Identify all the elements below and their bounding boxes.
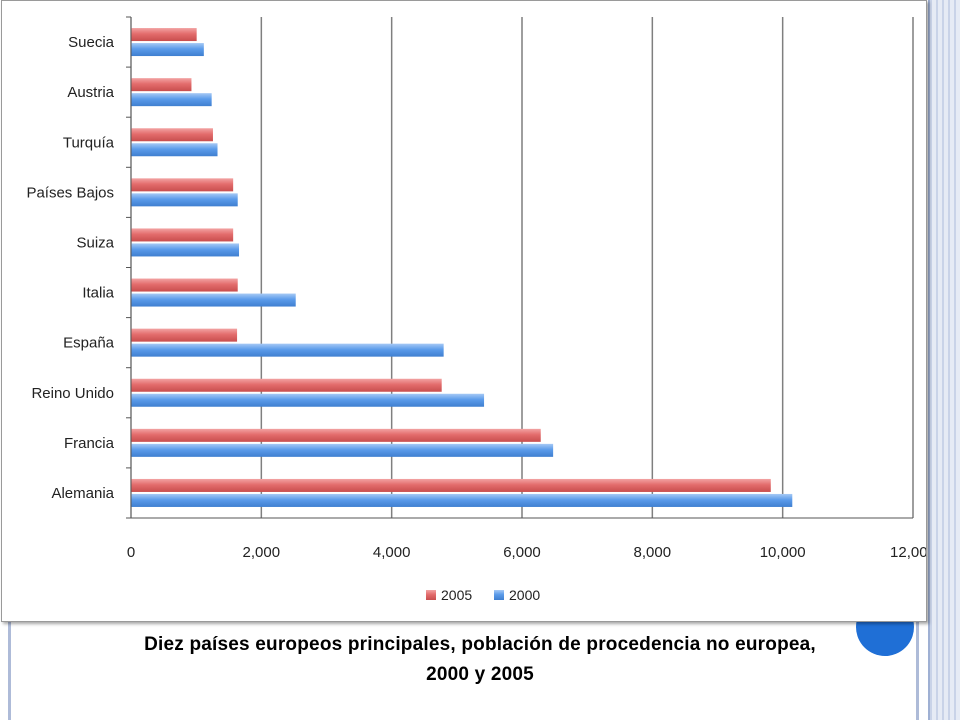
legend: 2005 2000	[426, 587, 540, 603]
legend-swatch-2005	[426, 590, 436, 600]
bar-2000	[131, 143, 218, 157]
slide-decoration-bar	[928, 0, 960, 720]
axes	[126, 16, 913, 519]
bar-2000	[131, 343, 444, 357]
caption-line-2: 2000 y 2005	[426, 664, 534, 685]
chart-caption: Diez países europeos principales, poblac…	[40, 630, 920, 690]
category-label: Turquía	[63, 134, 115, 151]
bar-2000	[131, 43, 204, 57]
grid-lines	[260, 17, 914, 518]
bar-2005	[131, 28, 197, 42]
bar-2005	[131, 228, 234, 242]
x-tick-label: 6,000	[503, 544, 541, 561]
bar-2000	[131, 493, 793, 507]
x-tick-label: 2,000	[243, 544, 281, 561]
x-tick-label: 12,000	[890, 544, 926, 561]
caption-line-1: Diez países europeos principales, poblac…	[144, 634, 816, 655]
bar-2000	[131, 443, 554, 457]
x-tick-label: 8,000	[634, 544, 672, 561]
bar-2005	[131, 428, 541, 442]
category-label: Suiza	[76, 234, 114, 251]
legend-swatch-2000	[494, 590, 504, 600]
bar-2000	[131, 193, 238, 207]
bar-2005	[131, 328, 238, 342]
category-label: Austria	[67, 84, 114, 101]
category-label: Alemania	[51, 485, 114, 502]
tick-labels: 0 2,000 4,000 6,000 8,000 10,000 12,000	[127, 544, 926, 561]
bar-2000	[131, 243, 240, 257]
slide-decoration-line-left	[8, 618, 11, 720]
bar-2005	[131, 278, 238, 292]
category-label: Suecia	[68, 34, 115, 51]
legend-label: 2005	[441, 587, 472, 603]
bar-2005	[131, 378, 442, 392]
bar-2005	[131, 128, 213, 142]
x-tick-label: 4,000	[373, 544, 411, 561]
slide-decoration-line-right	[916, 618, 919, 720]
bar-2000	[131, 393, 485, 407]
x-tick-label: 10,000	[760, 544, 806, 561]
chart-panel: Suecia Austria Turquía Países Bajos Suiza Ita…	[1, 0, 927, 622]
bar-2005	[131, 478, 771, 492]
category-label: Países Bajos	[26, 184, 114, 201]
x-tick-label: 0	[127, 544, 135, 561]
legend-label: 2000	[509, 587, 540, 603]
category-labels: Suecia Austria Turquía Países Bajos Suiza Ita…	[26, 34, 114, 502]
category-label: España	[63, 335, 115, 352]
category-label: Reino Unido	[31, 385, 114, 402]
bar-2000	[131, 93, 212, 107]
bar-2000	[131, 293, 296, 307]
category-label: Francia	[64, 435, 115, 452]
bar-2005	[131, 78, 192, 92]
bars	[131, 28, 793, 507]
bar-chart: Suecia Austria Turquía Países Bajos Suiza Ita…	[26, 16, 926, 603]
category-label: Italia	[82, 285, 114, 302]
bar-2005	[131, 178, 234, 192]
